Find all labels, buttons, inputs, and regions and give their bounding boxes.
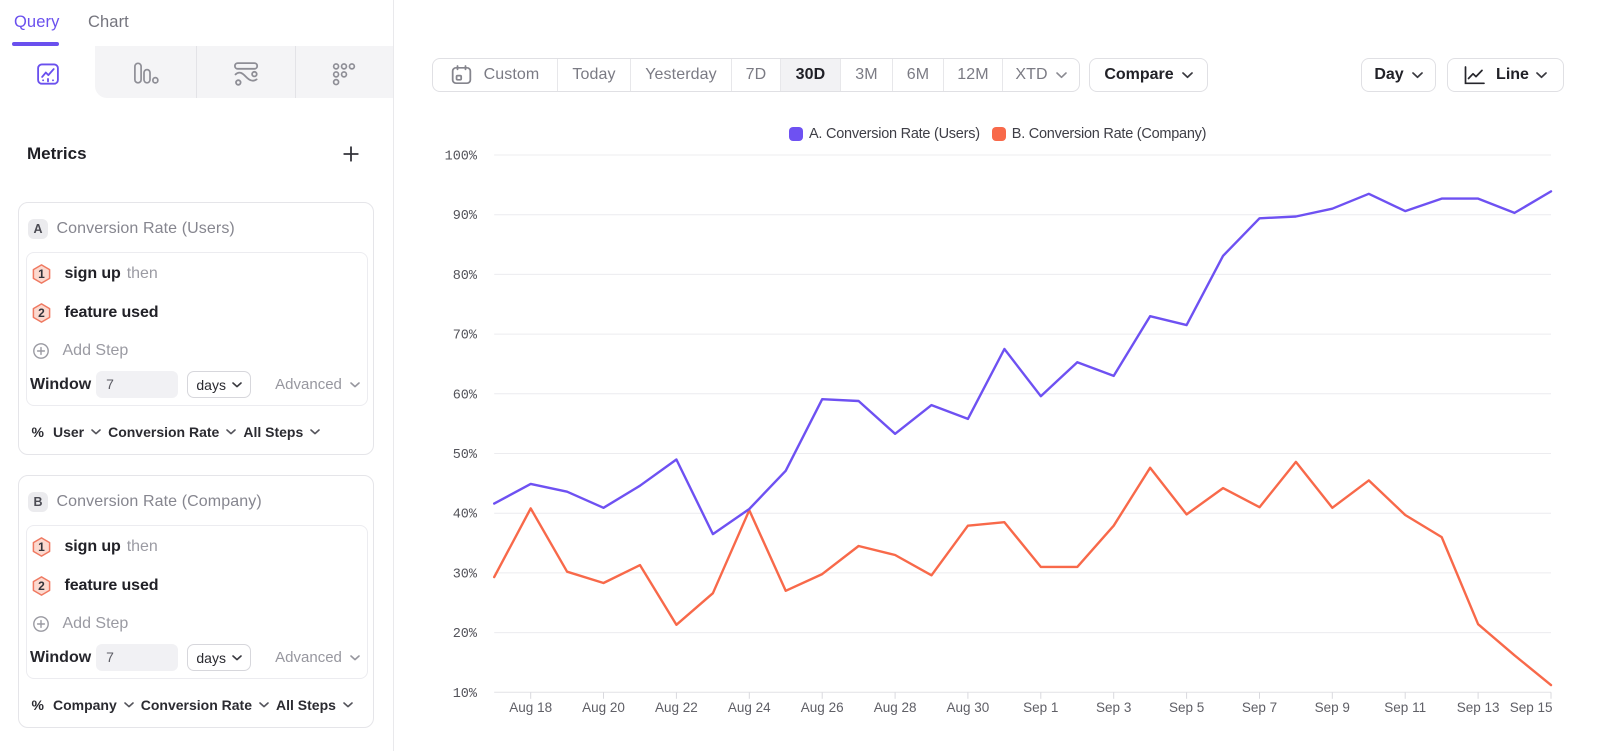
svg-text:90%: 90% bbox=[453, 209, 478, 224]
svg-text:50%: 50% bbox=[453, 448, 478, 463]
svg-text:Sep 7: Sep 7 bbox=[1242, 700, 1277, 715]
svg-text:30%: 30% bbox=[453, 567, 478, 582]
svg-text:Sep 5: Sep 5 bbox=[1169, 700, 1204, 715]
svg-text:Sep 1: Sep 1 bbox=[1023, 700, 1058, 715]
svg-text:Sep 9: Sep 9 bbox=[1315, 700, 1350, 715]
svg-text:Sep 15: Sep 15 bbox=[1510, 700, 1553, 715]
svg-text:1: 1 bbox=[38, 540, 45, 554]
svg-text:70%: 70% bbox=[453, 329, 478, 344]
svg-text:40%: 40% bbox=[453, 508, 478, 523]
svg-text:Aug 24: Aug 24 bbox=[728, 700, 771, 715]
svg-text:2: 2 bbox=[38, 306, 45, 320]
svg-text:2: 2 bbox=[38, 579, 45, 593]
svg-text:1: 1 bbox=[38, 267, 45, 281]
svg-text:Aug 18: Aug 18 bbox=[509, 700, 552, 715]
svg-text:Sep 13: Sep 13 bbox=[1457, 700, 1500, 715]
svg-text:100%: 100% bbox=[445, 150, 478, 165]
svg-text:Aug 22: Aug 22 bbox=[655, 700, 698, 715]
svg-text:10%: 10% bbox=[453, 687, 478, 702]
svg-text:Aug 30: Aug 30 bbox=[947, 700, 990, 715]
svg-text:Aug 20: Aug 20 bbox=[582, 700, 625, 715]
svg-text:20%: 20% bbox=[453, 627, 478, 642]
svg-text:Aug 28: Aug 28 bbox=[874, 700, 917, 715]
svg-text:80%: 80% bbox=[453, 269, 478, 284]
svg-text:60%: 60% bbox=[453, 388, 478, 403]
svg-text:Sep 11: Sep 11 bbox=[1384, 700, 1426, 715]
svg-text:Sep 3: Sep 3 bbox=[1096, 700, 1131, 715]
svg-text:Aug 26: Aug 26 bbox=[801, 700, 844, 715]
